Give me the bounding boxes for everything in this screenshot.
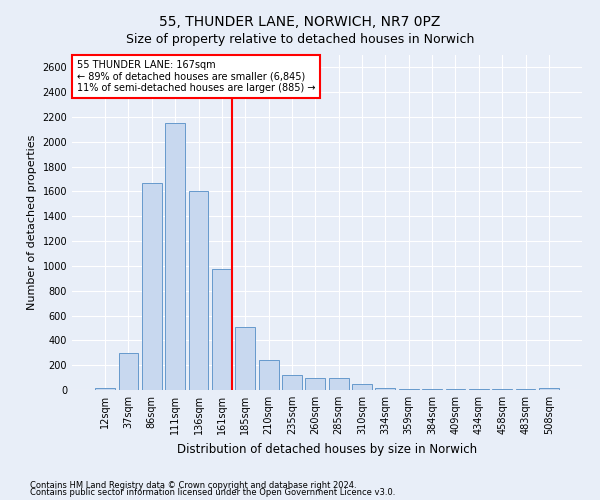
Bar [305, 378, 325, 390]
Bar [352, 384, 372, 390]
Text: Contains HM Land Registry data © Crown copyright and database right 2024.: Contains HM Land Registry data © Crown c… [30, 480, 356, 490]
Y-axis label: Number of detached properties: Number of detached properties [27, 135, 37, 310]
Text: Contains public sector information licensed under the Open Government Licence v3: Contains public sector information licen… [30, 488, 395, 497]
Bar [165, 123, 185, 390]
Bar [95, 388, 115, 390]
Text: 55 THUNDER LANE: 167sqm
← 89% of detached houses are smaller (6,845)
11% of semi: 55 THUNDER LANE: 167sqm ← 89% of detache… [77, 60, 316, 93]
Bar [422, 389, 442, 390]
Bar [539, 388, 559, 390]
Bar [282, 375, 302, 390]
Bar [329, 378, 349, 390]
Bar [212, 269, 232, 390]
Bar [259, 360, 278, 390]
Bar [235, 328, 255, 390]
Bar [188, 192, 208, 390]
Text: 55, THUNDER LANE, NORWICH, NR7 0PZ: 55, THUNDER LANE, NORWICH, NR7 0PZ [160, 15, 440, 29]
Bar [399, 389, 419, 390]
Bar [119, 353, 139, 390]
Bar [376, 388, 395, 390]
X-axis label: Distribution of detached houses by size in Norwich: Distribution of detached houses by size … [177, 442, 477, 456]
Text: Size of property relative to detached houses in Norwich: Size of property relative to detached ho… [126, 32, 474, 46]
Bar [142, 183, 162, 390]
